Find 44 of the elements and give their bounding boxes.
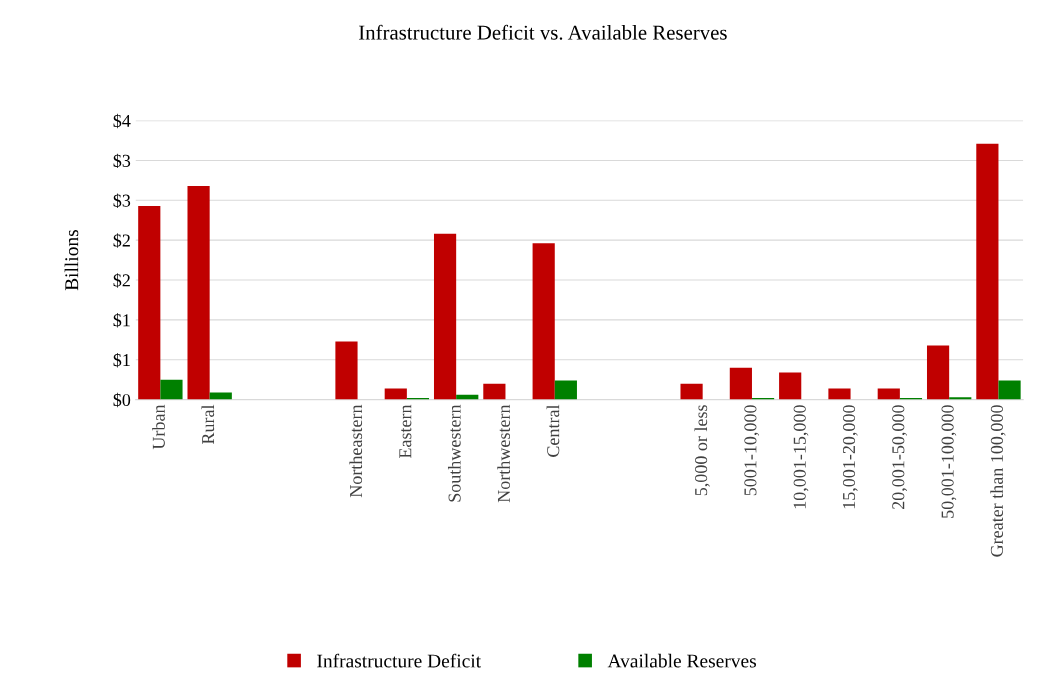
y-tick-label: $0 bbox=[113, 392, 131, 408]
bar bbox=[160, 379, 183, 400]
bar bbox=[779, 372, 802, 400]
x-tick-label: Eastern bbox=[399, 404, 412, 459]
y-tick-label: $1 bbox=[113, 352, 130, 368]
bar bbox=[384, 388, 407, 400]
x-tick-label: 10,001-15,000 bbox=[793, 405, 809, 509]
bar bbox=[926, 345, 950, 400]
x-tick-label: Urban bbox=[152, 404, 165, 450]
x-tick-label: 5001-10,000 bbox=[744, 405, 760, 496]
x-tick-label: 5,000 or less bbox=[694, 405, 710, 496]
x-tick-label: 50,001-100,000 bbox=[941, 405, 957, 518]
y-axis-title: Billions bbox=[64, 230, 79, 291]
x-tick-label: Rural bbox=[201, 404, 215, 445]
y-tick-label: $2 bbox=[113, 273, 130, 288]
legend-label: Infrastructure Deficit bbox=[317, 653, 481, 668]
y-tick-label: $3 bbox=[113, 153, 131, 169]
y-tick-label: $1 bbox=[113, 313, 130, 328]
x-tick-label: Northeastern bbox=[349, 404, 363, 498]
bar bbox=[976, 143, 999, 400]
chart-title: Infrastructure Deficit vs. Available Reserves bbox=[358, 24, 727, 40]
y-tick-label: $4 bbox=[113, 113, 131, 129]
legend-label: Available Reserves bbox=[607, 653, 756, 668]
bar bbox=[680, 383, 703, 400]
bar bbox=[729, 367, 752, 400]
bar bbox=[335, 341, 358, 400]
bar bbox=[828, 388, 851, 400]
x-tick-label: 15,001-20,000 bbox=[842, 405, 858, 509]
x-tick-label: Southwestern bbox=[447, 404, 461, 502]
bar bbox=[138, 205, 161, 400]
x-tick-label: Northwestern bbox=[497, 404, 510, 503]
x-tick-label: Central bbox=[546, 404, 560, 457]
bar bbox=[554, 380, 577, 400]
x-tick-label: Greater than 100,000 bbox=[990, 405, 1006, 557]
bar bbox=[998, 380, 1021, 400]
bar bbox=[483, 383, 506, 400]
y-tick-label: $3 bbox=[113, 193, 131, 208]
x-tick-label: 20,001-50,000 bbox=[892, 405, 907, 510]
y-tick-label: $2 bbox=[113, 233, 130, 248]
bar bbox=[209, 392, 232, 400]
bar bbox=[433, 233, 457, 400]
bar bbox=[187, 185, 210, 400]
bar bbox=[532, 243, 555, 400]
bar bbox=[877, 388, 900, 400]
